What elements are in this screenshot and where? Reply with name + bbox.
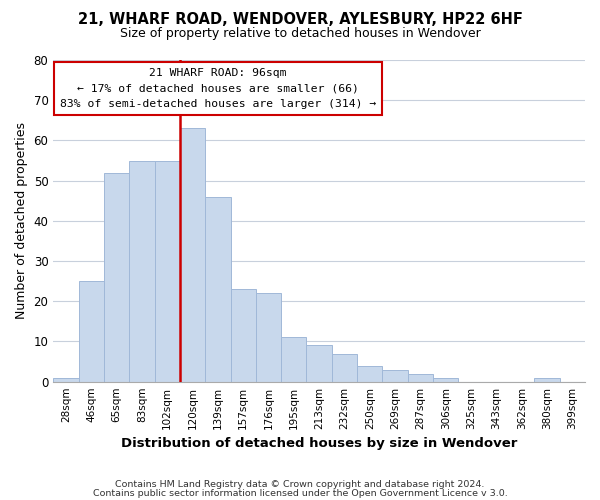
Y-axis label: Number of detached properties: Number of detached properties [15,122,28,320]
Bar [332,354,357,382]
Bar [382,370,408,382]
Bar [307,346,332,382]
Bar [155,160,180,382]
Bar [104,172,129,382]
Text: 21 WHARF ROAD: 96sqm
← 17% of detached houses are smaller (66)
83% of semi-detac: 21 WHARF ROAD: 96sqm ← 17% of detached h… [60,68,376,109]
Bar [433,378,458,382]
Bar [535,378,560,382]
Bar [281,338,307,382]
Bar [205,196,230,382]
Bar [180,128,205,382]
X-axis label: Distribution of detached houses by size in Wendover: Distribution of detached houses by size … [121,437,517,450]
Text: 21, WHARF ROAD, WENDOVER, AYLESBURY, HP22 6HF: 21, WHARF ROAD, WENDOVER, AYLESBURY, HP2… [77,12,523,28]
Bar [79,281,104,382]
Bar [230,289,256,382]
Bar [256,293,281,382]
Text: Size of property relative to detached houses in Wendover: Size of property relative to detached ho… [119,28,481,40]
Bar [408,374,433,382]
Text: Contains HM Land Registry data © Crown copyright and database right 2024.: Contains HM Land Registry data © Crown c… [115,480,485,489]
Bar [357,366,382,382]
Text: Contains public sector information licensed under the Open Government Licence v : Contains public sector information licen… [92,490,508,498]
Bar [129,160,155,382]
Bar [53,378,79,382]
